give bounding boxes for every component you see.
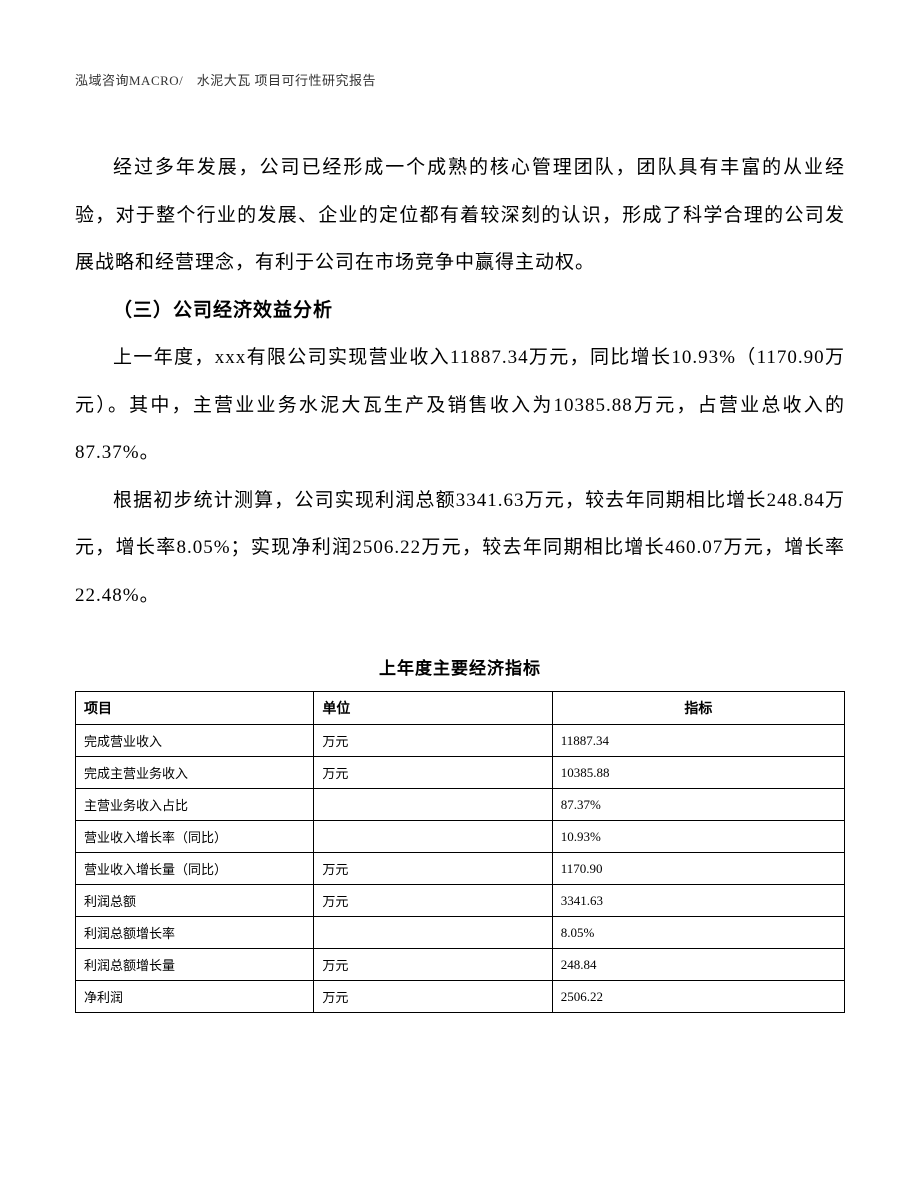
table-cell-unit — [314, 789, 552, 821]
table-cell-value: 10385.88 — [552, 757, 844, 789]
table-cell-unit: 万元 — [314, 885, 552, 917]
table-cell-value: 10.93% — [552, 821, 844, 853]
table-cell-unit: 万元 — [314, 949, 552, 981]
table-cell-value: 2506.22 — [552, 981, 844, 1013]
paragraph-1: 经过多年发展，公司已经形成一个成熟的核心管理团队，团队具有丰富的从业经验，对于整… — [75, 144, 845, 287]
table-cell-item: 营业收入增长量（同比） — [76, 853, 314, 885]
table-cell-unit — [314, 917, 552, 949]
table-row: 利润总额 万元 3341.63 — [76, 885, 845, 917]
table-cell-item: 利润总额增长率 — [76, 917, 314, 949]
table-cell-item: 营业收入增长率（同比） — [76, 821, 314, 853]
table-cell-value: 1170.90 — [552, 853, 844, 885]
table-cell-item: 利润总额增长量 — [76, 949, 314, 981]
table-row: 利润总额增长量 万元 248.84 — [76, 949, 845, 981]
table-header-unit: 单位 — [314, 692, 552, 725]
table-cell-item: 主营业务收入占比 — [76, 789, 314, 821]
table-cell-value: 87.37% — [552, 789, 844, 821]
table-cell-value: 8.05% — [552, 917, 844, 949]
table-cell-unit — [314, 821, 552, 853]
table-row: 利润总额增长率 8.05% — [76, 917, 845, 949]
table-cell-unit: 万元 — [314, 981, 552, 1013]
table-cell-unit: 万元 — [314, 725, 552, 757]
table-title: 上年度主要经济指标 — [75, 654, 845, 679]
table-row: 营业收入增长率（同比） 10.93% — [76, 821, 845, 853]
table-cell-value: 248.84 — [552, 949, 844, 981]
table-cell-item: 完成营业收入 — [76, 725, 314, 757]
economic-indicators-table: 项目 单位 指标 完成营业收入 万元 11887.34 完成主营业务收入 万元 … — [75, 691, 845, 1013]
table-row: 主营业务收入占比 87.37% — [76, 789, 845, 821]
section-title: （三）公司经济效益分析 — [75, 287, 845, 335]
paragraph-3: 根据初步统计测算，公司实现利润总额3341.63万元，较去年同期相比增长248.… — [75, 477, 845, 620]
table-header-item: 项目 — [76, 692, 314, 725]
table-row: 完成主营业务收入 万元 10385.88 — [76, 757, 845, 789]
table-row: 营业收入增长量（同比） 万元 1170.90 — [76, 853, 845, 885]
table-cell-item: 完成主营业务收入 — [76, 757, 314, 789]
table-cell-unit: 万元 — [314, 757, 552, 789]
page-header: 泓域咨询MACRO/ 水泥大瓦 项目可行性研究报告 — [75, 70, 845, 89]
table-header-value: 指标 — [552, 692, 844, 725]
table-row: 净利润 万元 2506.22 — [76, 981, 845, 1013]
table-cell-value: 11887.34 — [552, 725, 844, 757]
table-cell-value: 3341.63 — [552, 885, 844, 917]
table-row: 完成营业收入 万元 11887.34 — [76, 725, 845, 757]
table-header-row: 项目 单位 指标 — [76, 692, 845, 725]
paragraph-2: 上一年度，xxx有限公司实现营业收入11887.34万元，同比增长10.93%（… — [75, 334, 845, 477]
table-cell-item: 净利润 — [76, 981, 314, 1013]
table-cell-item: 利润总额 — [76, 885, 314, 917]
table-cell-unit: 万元 — [314, 853, 552, 885]
